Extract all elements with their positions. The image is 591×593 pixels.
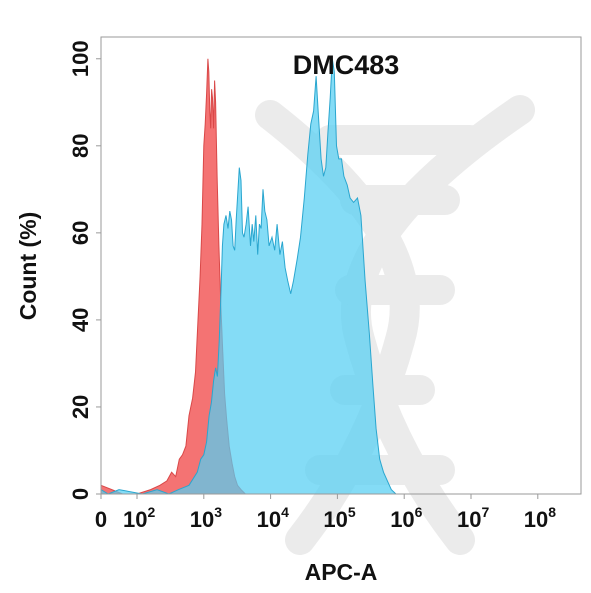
x-tick-label: 103	[190, 504, 222, 532]
y-tick-label: 40	[68, 308, 93, 332]
x-tick-label: 104	[257, 504, 289, 532]
x-tick-label: 106	[390, 504, 422, 532]
y-tick-label: 80	[68, 134, 93, 158]
x-axis-title: APC-A	[305, 559, 378, 585]
plot-frame	[100, 36, 582, 495]
x-tick-label: 108	[524, 504, 556, 532]
x-tick-label: 102	[123, 504, 155, 532]
y-tick-label: 60	[68, 221, 93, 245]
y-tick-label: 100	[68, 40, 93, 77]
chart-title: DMC483	[293, 50, 400, 80]
x-tick-label: 107	[457, 504, 489, 532]
y-tick-label: 0	[68, 488, 93, 500]
x-tick-label: 0	[95, 507, 107, 532]
ticks-layer: 0 20 40 60 80 100 0 102 103 104 105 106 107 108	[68, 40, 556, 532]
histogram-series-2	[100, 58, 538, 495]
y-axis-title: Count (%)	[15, 212, 41, 321]
x-tick-label: 105	[323, 504, 355, 532]
series-layer	[100, 58, 538, 495]
y-tick-label: 20	[68, 395, 93, 419]
